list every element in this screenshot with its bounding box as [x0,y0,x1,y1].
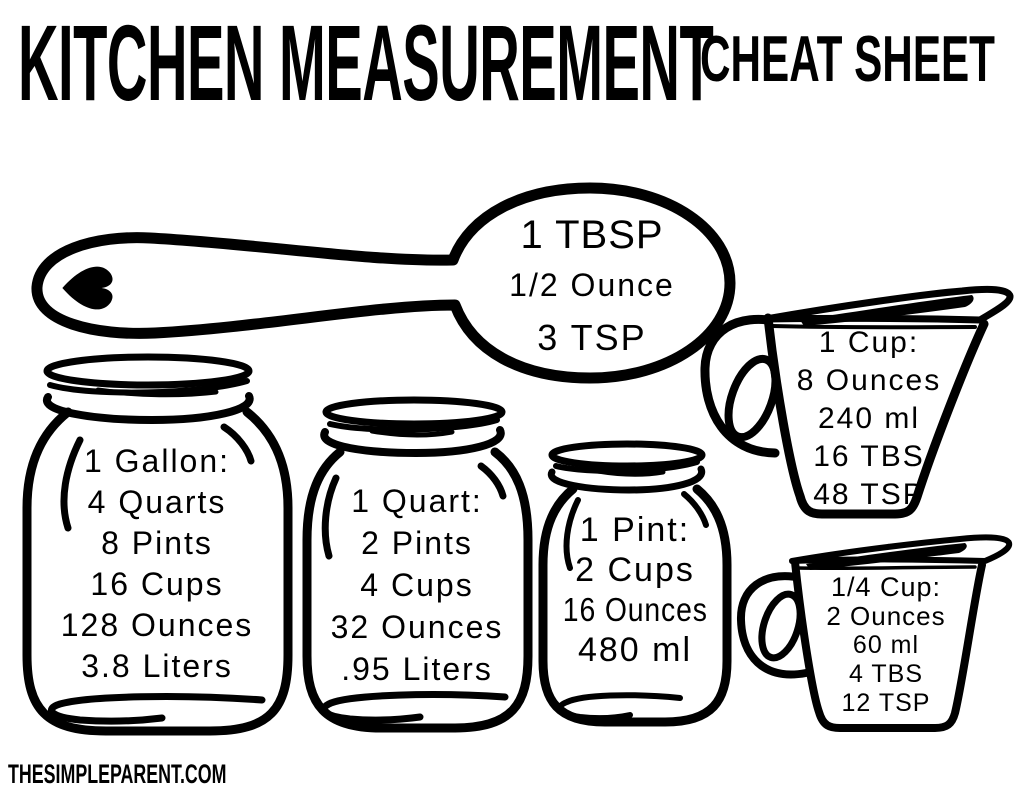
page-subtitle: CHEAT SHEET [700,26,995,91]
one-cup-line: 8 Ounces [796,364,942,397]
pint-line: 2 Cups [575,550,695,589]
quart-line: 2 Pints [361,524,473,561]
gallon-line: 16 Cups [90,566,224,602]
quart-line: .95 Liters [341,650,493,687]
gallon-jar-highlight-right [220,423,255,465]
spoon-line: 3 TSP [537,316,647,358]
gallon-jar-graphic [22,353,293,736]
page-title-text: KITCHEN MEASUREMENT [18,2,714,123]
one-cup-line: 240 ml [817,402,921,435]
quart-jar-lid-collar [320,426,505,457]
one-cup-handle-hole [724,354,780,442]
quarter-cup-line: 1/4 Cup: [830,572,942,602]
gallon-line: 1 Gallon: [83,443,231,479]
pint-jar-highlight-right [681,491,709,528]
quarter-cup-line: 60 ml [852,631,920,659]
quarter-cup-body [791,558,986,732]
one-cup-graphic [700,285,1014,519]
pint-line: 1 Pint: [579,510,691,549]
one-cup-handle [700,314,785,458]
one-cup-line: 1 Cup: [818,326,920,359]
pint-jar-label: 1 Pint: 2 Cups 16 Ounces 480 ml [535,510,735,670]
heart-icon [62,266,113,310]
pint-jar-lid-dash [595,468,666,477]
quarter-cup-line: 4 TBS [848,660,924,688]
quarter-cup-line: 12 TSP [841,689,931,717]
pint-line: 16 Ounces [562,591,708,628]
gallon-jar-lid-collar [42,392,254,424]
gallon-jar-lid-dash [95,387,219,398]
gallon-line: 128 Ounces [60,607,254,643]
quart-jar-label: 1 Quart: 2 Pints 4 Cups 32 Ounces .95 Li… [292,480,542,690]
page-subtitle-text: CHEAT SHEET [700,22,995,95]
quart-jar-body [302,447,533,733]
website-credit: THESIMPLEPARENT.COM [8,761,226,788]
page-title: KITCHEN MEASUREMENT [18,9,714,117]
gallon-line: 3.8 Liters [81,648,233,684]
pint-jar-body [538,484,732,727]
quarter-cup-handle-hole [758,590,804,662]
gallon-jar-highlight-left [60,436,84,532]
quart-jar-highlight-bottom [320,691,509,724]
quarter-cup-rim-shadow [806,543,967,570]
gallon-jar-body [22,407,293,736]
pint-jar-lid [548,440,706,470]
gallon-jar-label: 1 Gallon: 4 Quarts 8 Pints 16 Cups 128 O… [32,441,282,687]
one-cup-line: 48 TSP [813,478,925,511]
spoon-outline [31,182,736,384]
spoon-graphic [31,182,736,384]
pint-line: 480 ml [577,630,693,669]
gallon-line: 8 Pints [101,525,213,561]
quart-jar-lid-dash [369,428,455,438]
one-cup-label: 1 Cup: 8 Ounces 240 ml 16 TBS 48 TSP [769,324,969,514]
pint-jar-highlight-left [563,497,581,571]
quart-line: 1 Quart: [351,482,483,519]
pint-jar-lid-collar [547,465,706,494]
quart-jar-graphic [302,396,533,733]
quart-line: 4 Cups [360,566,474,603]
spoon-line: 1 TBSP [520,212,664,257]
gallon-line: 4 Quarts [87,484,227,520]
quarter-cup-graphic [736,534,1013,732]
quart-jar-highlight-right [477,462,507,500]
quart-jar-highlight-left [321,474,340,560]
pint-jar-lid-ring [553,459,700,474]
spoon-line: 1/2 Ounce [509,267,675,303]
one-cup-line: 16 TBS [813,440,925,473]
website-credit-text: THESIMPLEPARENT.COM [8,759,227,789]
one-cup-rim-line [770,324,977,330]
quarter-cup-handle [736,572,810,679]
one-cup-rim-shadow [800,295,974,326]
quarter-cup-line: 2 Ounces [826,601,946,631]
quarter-cup-label: 1/4 Cup: 2 Ounces 60 ml 4 TBS 12 TSP [786,572,986,718]
pint-jar-highlight-bottom [556,692,683,722]
pint-jar-graphic [538,440,732,727]
quart-line: 32 Ounces [330,608,504,645]
one-cup-body [763,313,989,519]
gallon-jar-highlight-bottom [47,693,266,725]
quart-jar-lid [322,396,506,428]
spoon-label: 1 TBSP 1/2 Ounce 3 TSP [472,210,712,364]
quart-jar-lid-ring [327,417,500,433]
gallon-jar-lid [43,353,253,389]
